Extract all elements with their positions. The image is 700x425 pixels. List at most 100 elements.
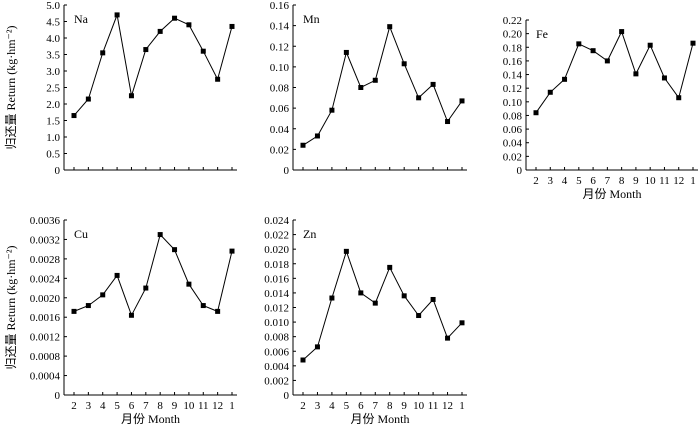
y-axis-title: 归还量 Return (kg·hm⁻²)	[4, 26, 18, 150]
data-point	[604, 58, 610, 64]
data-point	[157, 232, 163, 238]
x-tick-label: 5	[576, 175, 582, 187]
y-tick-label: 2.0	[46, 99, 60, 111]
data-point	[229, 23, 235, 29]
data-point	[372, 300, 378, 306]
y-tick-label: 0.04	[270, 124, 290, 136]
y-tick-label: 3.0	[46, 66, 60, 78]
series-line	[302, 249, 463, 361]
data-point	[416, 313, 422, 319]
data-point	[114, 12, 120, 18]
y-tick-label: 0.0028	[30, 254, 61, 266]
x-tick-label: 5	[344, 400, 350, 412]
series-line	[73, 233, 233, 317]
y-tick-label: 0.0032	[30, 234, 60, 246]
data-point	[300, 357, 306, 363]
x-tick-label: 6	[129, 400, 135, 412]
x-tick-label: 10	[413, 400, 425, 412]
data-point	[186, 281, 192, 287]
data-point	[343, 49, 349, 55]
data-point	[459, 320, 465, 326]
x-tick-label: 5	[114, 400, 120, 412]
x-tick-label: 2	[533, 175, 539, 187]
data-point	[387, 24, 393, 30]
data-point	[100, 50, 106, 56]
x-tick-label: 3	[315, 400, 321, 412]
data-point	[172, 15, 178, 21]
y-tick-label: 0	[284, 390, 290, 402]
x-tick-label: 1	[690, 175, 696, 187]
y-tick-label: 0.08	[270, 83, 290, 95]
x-tick-label: 4	[562, 175, 568, 187]
x-tick-label: 4	[329, 400, 335, 412]
x-tick-label: 6	[590, 175, 596, 187]
data-point	[661, 75, 667, 81]
x-axis-title: 月份 Month	[121, 412, 180, 425]
data-point	[300, 142, 306, 148]
x-axis-title: 月份 Month	[582, 187, 641, 201]
y-tick-label: 0.14	[270, 21, 290, 33]
data-point	[547, 89, 553, 95]
y-tick-label: 0.0004	[30, 371, 61, 383]
panel-zn: 0 0.002 0.004 0.006 0.008 0.010 0.012 0.014 0.01…	[264, 215, 467, 425]
x-tick-label: 2	[300, 400, 306, 412]
data-point	[114, 272, 120, 278]
y-tick-label: 0	[55, 390, 61, 402]
y-tick-label: 4.5	[46, 17, 60, 29]
x-tick-label: 7	[143, 400, 149, 412]
data-point	[329, 107, 335, 113]
x-tick-label: 3	[86, 400, 92, 412]
data-point	[85, 303, 91, 309]
data-point	[200, 303, 206, 309]
y-tick-label: 0.018	[264, 259, 289, 271]
y-tick-label: 3.5	[46, 50, 60, 62]
data-point	[647, 42, 653, 48]
panel-label: Fe	[536, 27, 548, 41]
y-tick-label: 0.0020	[30, 293, 61, 305]
x-tick-label: 2	[71, 400, 77, 412]
y-tick-label: 0.06	[503, 124, 523, 136]
data-point	[358, 85, 364, 90]
data-point	[215, 76, 221, 82]
x-tick-label: 8	[387, 400, 393, 412]
y-tick-label: 0.20	[503, 29, 523, 41]
x-tick-label: 1	[459, 400, 465, 412]
x-tick-label: 8	[619, 175, 625, 187]
y-tick-label: 0.006	[264, 346, 289, 358]
x-tick-label: 6	[358, 400, 364, 412]
data-point	[430, 81, 436, 87]
y-tick-label: 0.02	[503, 151, 522, 163]
panel-cu: 0 0.0004 0.0008 0.0012 0.0016 0.0020 0.0024 0.0…	[4, 215, 237, 425]
data-point	[329, 295, 335, 301]
y-tick-label: 4.0	[46, 33, 60, 45]
series-line	[73, 13, 233, 116]
data-point	[576, 41, 582, 47]
y-tick-label: 0.008	[264, 332, 289, 344]
y-tick-label: 0.14	[503, 70, 523, 82]
x-axis-title: 月份 Month	[350, 412, 409, 425]
data-point	[533, 110, 539, 116]
y-tick-label: 0.020	[264, 244, 289, 256]
x-tick-label: 10	[183, 400, 195, 412]
y-tick-label: 0.014	[264, 288, 289, 300]
y-tick-label: 0.16	[270, 0, 290, 12]
x-tick-label: 12	[212, 400, 223, 412]
y-tick-label: 0.02	[270, 144, 289, 156]
x-tick-label: 9	[633, 175, 639, 187]
y-tick-label: 0.5	[46, 149, 60, 161]
data-point	[143, 47, 149, 53]
data-point	[314, 133, 320, 139]
y-tick-label: 1.0	[46, 132, 60, 144]
data-point	[445, 335, 451, 341]
data-point	[459, 98, 465, 104]
panel-label: Cu	[74, 227, 88, 241]
data-point	[590, 48, 596, 54]
y-tick-label: 0.10	[270, 62, 290, 74]
data-point	[690, 40, 696, 46]
y-tick-label: 0	[517, 165, 523, 177]
panel-label: Zn	[303, 227, 316, 241]
x-tick-label: 12	[442, 400, 453, 412]
x-tick-label: 1	[229, 400, 235, 412]
data-point	[172, 247, 178, 253]
